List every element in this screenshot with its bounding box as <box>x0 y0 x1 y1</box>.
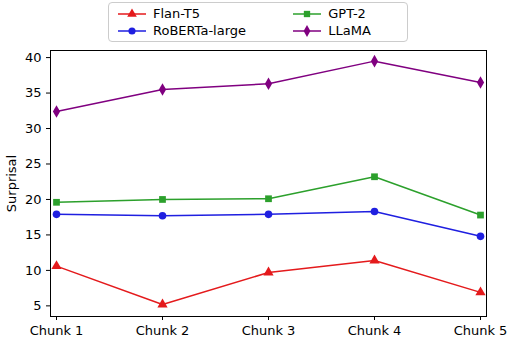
svg-text:40: 40 <box>25 50 42 65</box>
svg-text:20: 20 <box>25 192 42 207</box>
svg-text:30: 30 <box>25 121 42 136</box>
svg-text:Chunk 5: Chunk 5 <box>454 323 508 338</box>
svg-text:5: 5 <box>33 298 41 313</box>
svg-text:Chunk 2: Chunk 2 <box>136 323 190 338</box>
svg-text:Chunk 3: Chunk 3 <box>242 323 296 338</box>
html-text:LLaMA: LLaMA <box>328 23 371 38</box>
svg-text:25: 25 <box>25 156 42 171</box>
svg-text:Chunk 4: Chunk 4 <box>348 323 402 338</box>
svg-text:Chunk 1: Chunk 1 <box>30 323 84 338</box>
svg-text:10: 10 <box>25 263 42 278</box>
html-text:RoBERTa-large: RoBERTa-large <box>153 23 246 38</box>
svg-text:Surprisal: Surprisal <box>4 155 19 212</box>
html-text:GPT-2: GPT-2 <box>328 6 366 21</box>
svg-text:15: 15 <box>25 227 42 242</box>
svg-text:35: 35 <box>25 85 42 100</box>
html-text:Flan-T5: Flan-T5 <box>153 6 200 21</box>
